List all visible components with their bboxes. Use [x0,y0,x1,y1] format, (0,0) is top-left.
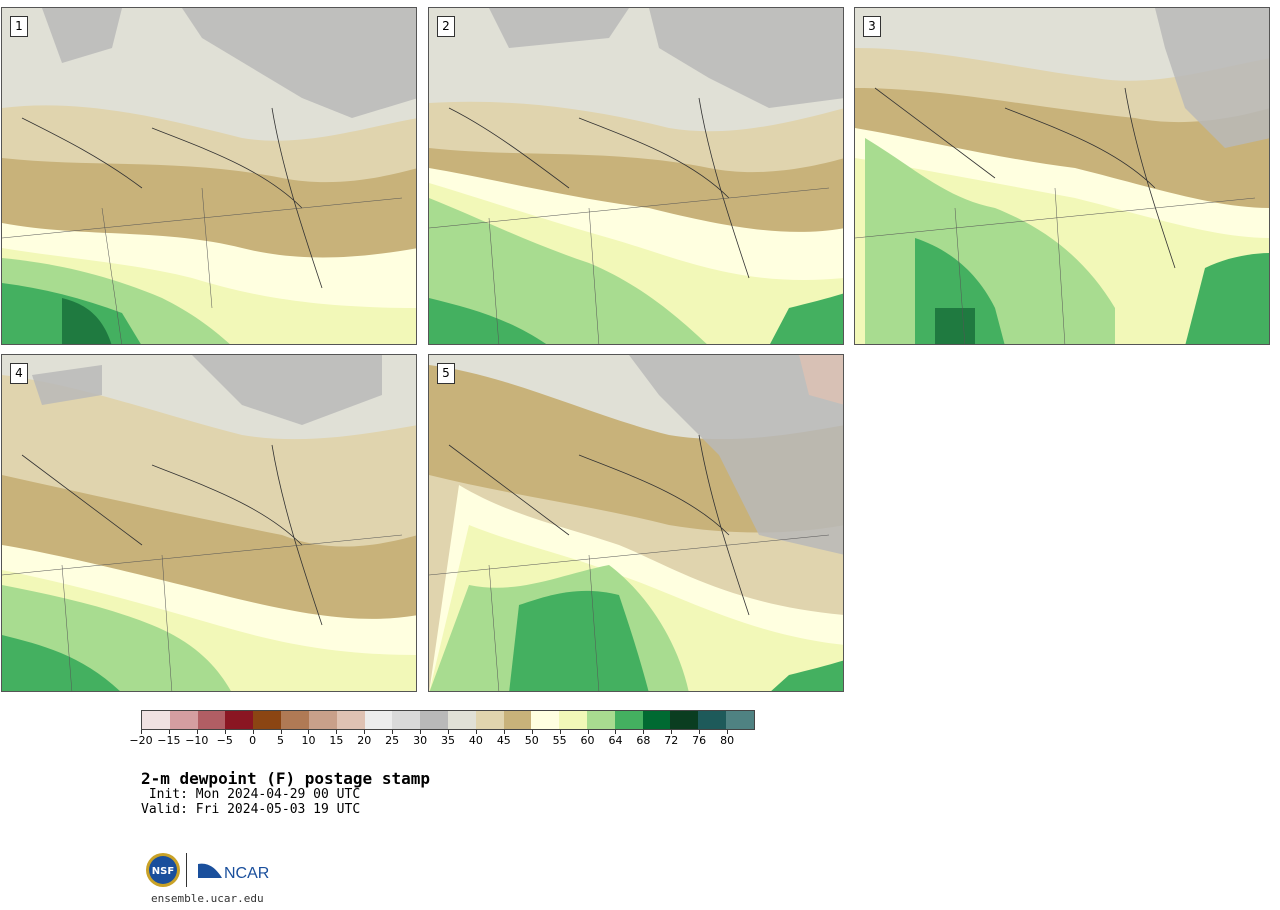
map-panel-2: 2 [428,7,844,345]
colorbar-swatch [197,711,226,729]
colorbar-tick [587,730,589,734]
panel-number-4: 4 [10,363,28,384]
colorbar-tick [141,730,142,734]
ncar-logo: NCAR [198,863,269,882]
colorbar-tick-label: 25 [385,734,400,747]
panel-number-2: 2 [437,16,455,37]
init-time: Init: Mon 2024-04-29 00 UTC [141,787,361,802]
colorbar-tick [336,730,338,734]
colorbar-tick-label: 80 [720,734,735,747]
colorbar-tick-label: 55 [552,734,567,747]
colorbar-swatch [420,711,448,729]
map-panel-5: 5 [428,354,844,692]
colorbar-swatch [531,711,560,729]
colorbar-tick-label: 20 [357,734,372,747]
colorbar-swatch [253,711,282,729]
nsf-logo: NSF [146,853,180,887]
map-panel-4: 4 [1,354,417,692]
colorbar-tick-label: 50 [524,734,539,747]
colorbar-tick-label: 72 [664,734,679,747]
colorbar-tick-label: 0 [249,734,257,747]
colorbar-tick-label: 5 [277,734,285,747]
colorbar-tick [224,730,226,734]
colorbar-tick [727,730,729,734]
colorbar-swatch [475,711,504,729]
colorbar-swatch [225,711,254,729]
colorbar-swatch [642,711,671,729]
colorbar-tick [671,730,673,734]
panel-number-5: 5 [437,363,455,384]
logos: NSF NCAR [146,851,276,891]
colorbar-tick-label: 35 [441,734,455,747]
svg-text:NCAR: NCAR [224,865,269,882]
valid-time: Valid: Fri 2024-05-03 19 UTC [141,802,361,817]
colorbar-tick [503,730,505,734]
colorbar-tick-label: 30 [413,734,428,747]
colorbar-tick-label: −10 [185,734,209,747]
colorbar-swatch [392,711,421,729]
chart-title: 2-m dewpoint (F) postage stamp [141,769,430,788]
colorbar-tick [531,730,533,734]
dewpoint-map-2 [429,8,843,344]
colorbar [141,710,755,730]
dewpoint-map-4 [2,355,416,691]
colorbar-tick-label: 40 [468,734,483,747]
colorbar-tick [168,730,170,734]
colorbar-tick [252,730,254,734]
colorbar-tick-label: 68 [636,734,651,747]
colorbar-tick-label: −15 [157,734,181,747]
map-panel-1: 1 [1,7,417,345]
colorbar-tick-label: 15 [329,734,344,747]
colorbar-tick-label: 64 [608,734,623,747]
panel-number-1: 1 [10,16,28,37]
colorbar-swatch [281,711,309,729]
colorbar-swatch [614,711,643,729]
colorbar-tick [364,730,366,734]
colorbar-swatch [587,711,615,729]
colorbar-tick-label: 60 [580,734,595,747]
colorbar-tick [559,730,561,734]
svg-text:NSF: NSF [152,866,174,877]
site-url: ensemble.ucar.edu [151,892,264,905]
colorbar-swatch [364,711,393,729]
panel-number-3: 3 [863,16,881,37]
colorbar-swatch [336,711,365,729]
colorbar-tick [475,730,477,734]
colorbar-tick-label: −5 [216,734,233,747]
colorbar-tick [699,730,701,734]
colorbar-swatch [447,711,476,729]
colorbar-ticks: −20 −15 −10 −5 0 5 10 15 20 25 30 35 40 45 50 55 60 64 68 7… [129,730,755,750]
colorbar-tick [448,730,449,734]
logo-divider [186,853,187,887]
colorbar-tick-label: 45 [496,734,511,747]
dewpoint-map-1 [2,8,416,344]
colorbar-tick [643,730,645,734]
colorbar-swatch [670,711,699,729]
colorbar-swatch [726,711,754,729]
colorbar-swatch [308,711,337,729]
map-panel-3: 3 [854,7,1270,345]
colorbar-swatch [559,711,587,729]
colorbar-tick [196,730,198,734]
colorbar-swatch [142,711,170,729]
dewpoint-map-3 [855,8,1269,344]
colorbar-tick [308,730,310,734]
colorbar-tick [280,730,282,734]
colorbar-tick [392,730,394,734]
colorbar-tick [420,730,422,734]
colorbar-swatch [698,711,727,729]
colorbar-tick-label: 76 [692,734,707,747]
colorbar-tick-label: 10 [301,734,316,747]
colorbar-swatch [503,711,532,729]
colorbar-swatch [169,711,198,729]
colorbar-tick-label: −20 [129,734,153,747]
dewpoint-map-5 [429,355,843,691]
colorbar-tick [615,730,617,734]
